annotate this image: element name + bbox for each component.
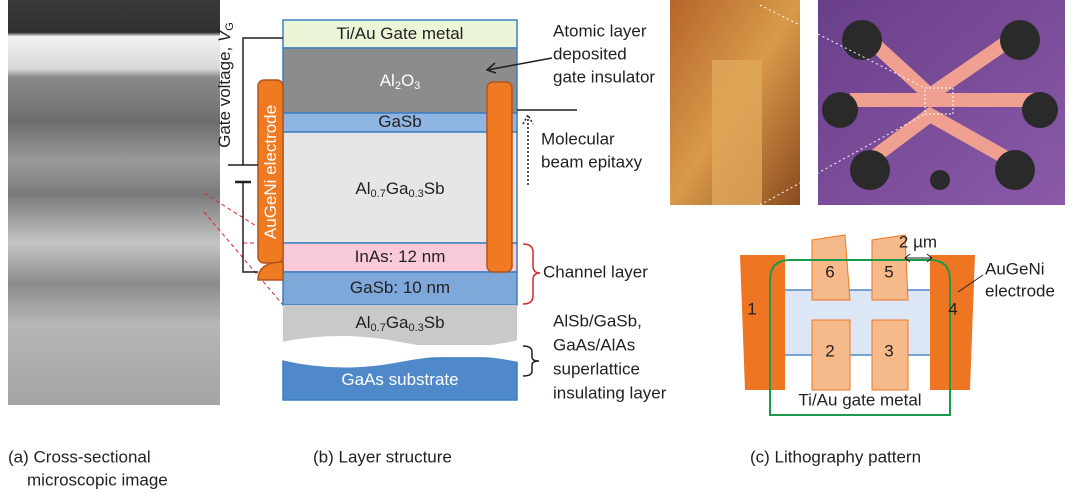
contact	[257, 261, 284, 281]
bond	[850, 150, 890, 190]
photo-detail	[850, 34, 1040, 167]
gate-voltage-label: Gate voltage, VG	[215, 22, 235, 148]
scale-arrow	[904, 253, 933, 263]
electrode	[740, 255, 785, 390]
tem-image	[8, 0, 220, 405]
pad-label: 5	[884, 262, 893, 281]
text: Sb	[424, 179, 445, 198]
caption: (a) Cross-sectional	[8, 447, 151, 466]
break	[281, 336, 519, 368]
bond	[930, 170, 950, 190]
bond	[822, 92, 858, 128]
panel-b: Ti/Au Gate metal Al2O3 GaSb Al0.7Ga0.3Sb…	[215, 19, 667, 466]
layer-label: GaSb: 10 nm	[350, 278, 450, 297]
text: 3	[414, 80, 420, 92]
text: 2	[395, 80, 401, 92]
text: GaAs substrate	[341, 370, 458, 389]
leader	[957, 274, 984, 293]
text: AuGeNi electrode	[261, 105, 280, 239]
annotation: Channel layer	[543, 262, 648, 281]
text: 0.7	[371, 188, 386, 200]
text: Sb	[424, 313, 445, 332]
text: Gate voltage,	[215, 42, 234, 148]
zoom-box	[924, 87, 954, 115]
layer	[282, 271, 518, 306]
pad	[811, 319, 851, 391]
arrow	[485, 57, 553, 74]
bond	[1000, 20, 1040, 60]
pad	[871, 234, 909, 301]
text: Al	[355, 313, 370, 332]
photo-detail	[712, 60, 762, 205]
layer-label: Al2O3	[380, 71, 421, 91]
annotation: Atomic layer	[553, 21, 647, 40]
panel-a: (a) Cross-sectional microscopic image	[8, 0, 284, 489]
pad-label: 4	[948, 299, 957, 318]
text: 0.7	[371, 322, 386, 334]
bond	[842, 20, 882, 60]
bond	[995, 150, 1035, 190]
electrode-label: electrode	[985, 281, 1055, 300]
text: GaSb: 10 nm	[350, 278, 450, 297]
annotation: AlSb/GaSb,	[553, 311, 642, 330]
layer-label: GaAs substrate	[341, 370, 458, 389]
layer-label: Al0.7Ga0.3Sb	[355, 179, 444, 199]
pad-label: 6	[825, 262, 834, 281]
brace	[522, 345, 540, 377]
text: Al	[380, 71, 395, 90]
text: GaSb	[378, 112, 421, 131]
electrode-label: AuGeNi	[985, 259, 1045, 278]
annotation: deposited	[553, 44, 627, 63]
pad	[871, 319, 909, 391]
zoom-line	[203, 211, 284, 306]
layer	[282, 47, 518, 114]
annotation: gate insulator	[553, 67, 655, 86]
layer-label: Al0.7Ga0.3Sb	[355, 313, 444, 333]
pad-label: 1	[747, 299, 756, 318]
text: Ga	[386, 313, 409, 332]
annotation: insulating layer	[553, 383, 667, 402]
text: G	[224, 22, 236, 31]
text: Ti/Au Gate metal	[337, 24, 464, 43]
caption: microscopic image	[27, 470, 168, 489]
bond	[1022, 92, 1058, 128]
gate-label: Ti/Au gate metal	[798, 390, 921, 409]
arrow	[522, 113, 534, 185]
pad-label: 2	[825, 341, 834, 360]
brace	[522, 243, 541, 305]
text: Al	[355, 179, 370, 198]
bond-pads	[822, 20, 1058, 190]
text: Ga	[386, 179, 409, 198]
layer-label: InAs: 12 nm	[355, 247, 446, 266]
text: O	[401, 71, 414, 90]
annotation: GaAs/AlAs	[553, 335, 635, 354]
annotation: beam epitaxy	[541, 152, 643, 171]
text: 0.3	[409, 188, 424, 200]
zoom-line	[759, 4, 926, 206]
text: V	[215, 29, 234, 42]
pad-label: 3	[884, 341, 893, 360]
layer	[282, 131, 518, 244]
caption: (c) Lithography pattern	[750, 447, 921, 466]
electrode-label: AuGeNi electrode	[261, 105, 280, 239]
annotation: Molecular	[541, 129, 615, 148]
pad	[811, 234, 851, 301]
electrode	[486, 81, 513, 273]
panel-c: 1 2 3 4 5 6 2 µm AuGeNi electrode Ti/Au …	[670, 0, 1065, 466]
wire	[242, 37, 283, 273]
layer-label: Ti/Au Gate metal	[337, 24, 464, 43]
electrode	[930, 255, 975, 390]
scale-label: 2 µm	[899, 232, 937, 251]
annotation: superlattice	[553, 359, 640, 378]
layer-label: GaSb	[378, 112, 421, 131]
text: InAs: 12 nm	[355, 247, 446, 266]
text: 0.3	[409, 322, 424, 334]
caption: (b) Layer structure	[313, 447, 452, 466]
